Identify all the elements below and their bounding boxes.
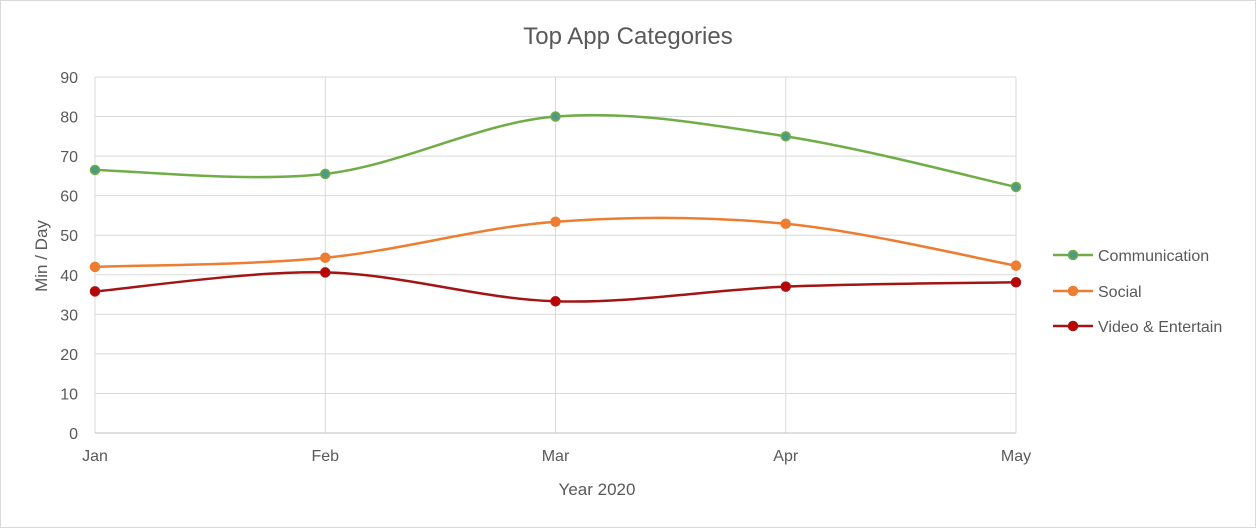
legend-swatch-marker: [1067, 249, 1079, 261]
legend-label: Communication: [1098, 248, 1209, 265]
x-tick-label: Feb: [311, 448, 339, 465]
series-social: [89, 216, 1022, 273]
x-tick-label: Mar: [542, 448, 570, 465]
data-point: [320, 168, 331, 180]
x-axis-title: Year 2020: [559, 480, 636, 499]
y-tick-label: 10: [60, 386, 78, 403]
data-point: [550, 111, 561, 122]
x-tick-label: May: [1001, 448, 1031, 465]
legend-item: Communication: [1053, 248, 1209, 265]
y-tick-label: 70: [60, 149, 78, 166]
chart-title: Top App Categories: [523, 23, 732, 50]
data-point: [550, 296, 561, 307]
y-axis-ticks: 0 10 20 30 40 50 60 70 80 90: [60, 70, 78, 443]
y-tick-label: 90: [60, 70, 78, 87]
legend-swatch-marker: [1067, 320, 1079, 332]
y-tick-label: 40: [60, 268, 78, 285]
y-tick-label: 30: [60, 307, 78, 324]
y-tick-label: 0: [69, 426, 78, 443]
y-tick-label: 50: [60, 228, 78, 245]
legend: Communication Social Video & Entertain: [1053, 248, 1222, 336]
data-point: [1010, 277, 1022, 288]
series-lines: [89, 111, 1022, 307]
data-point: [89, 164, 101, 176]
y-tick-label: 60: [60, 189, 78, 206]
data-point: [1010, 260, 1022, 271]
data-point: [320, 267, 331, 278]
data-point: [89, 286, 101, 297]
series-communication: [89, 111, 1022, 193]
y-axis-title: Min / Day: [32, 220, 51, 292]
gridlines: [94, 76, 1017, 434]
legend-label: Social: [1098, 284, 1142, 301]
legend-swatch-marker: [1067, 285, 1079, 297]
data-point: [780, 281, 791, 292]
legend-item: Social: [1053, 284, 1142, 301]
data-point: [780, 218, 791, 230]
x-axis-ticks: Jan Feb Mar Apr May: [82, 448, 1031, 465]
legend-label: Video & Entertain: [1098, 319, 1222, 336]
data-point: [550, 216, 561, 228]
y-tick-label: 20: [60, 347, 78, 364]
y-tick-label: 80: [60, 110, 78, 127]
data-point: [320, 252, 331, 264]
data-point: [780, 131, 791, 142]
data-point: [1010, 181, 1022, 193]
x-tick-label: Jan: [82, 448, 108, 465]
legend-item: Video & Entertain: [1053, 319, 1222, 336]
series-video-entertain: [89, 267, 1022, 307]
x-tick-label: Apr: [773, 448, 799, 465]
data-point: [89, 261, 101, 273]
